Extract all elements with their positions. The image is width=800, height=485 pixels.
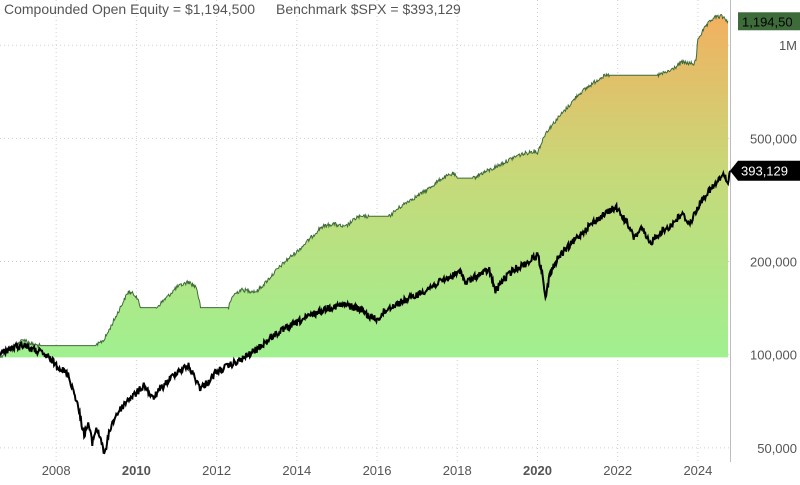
series-lines [0, 13, 731, 455]
x-tick-label: 2008 [42, 463, 71, 478]
equity-area [0, 14, 728, 358]
x-tick-label: 2020 [523, 463, 552, 478]
y-tick-label: 500,000 [750, 131, 797, 146]
equity-header-text: Compounded Open Equity = $1,194,500 [4, 1, 255, 17]
equity-value-badge [738, 12, 800, 31]
x-tick-label: 2014 [282, 463, 311, 478]
value-badges: 1,194,50 393,129 [730, 12, 800, 181]
benchmark-value-label: 393,129 [741, 164, 788, 179]
equity-value-label: 1,194,50 [742, 14, 793, 29]
benchmark-line [0, 169, 731, 455]
x-tick-label: 2018 [443, 463, 472, 478]
equity-line [0, 13, 729, 359]
x-tick-label: 2010 [122, 463, 151, 478]
equity-area-fill [0, 14, 728, 358]
y-tick-label: 100,000 [750, 348, 797, 363]
y-tick-label: 50,000 [757, 441, 797, 456]
benchmark-value-badge [730, 160, 800, 181]
x-tick-label: 2016 [363, 463, 392, 478]
benchmark-header-text: Benchmark $SPX = $393,129 [276, 1, 461, 17]
x-tick-label: 2012 [202, 463, 231, 478]
y-tick-label: 1M [779, 38, 797, 53]
x-tick-label: 2022 [603, 463, 632, 478]
axis-labels: 50,000 100,000 200,000 500,000 1M 2008 2010 201… [42, 38, 797, 478]
y-tick-label: 200,000 [750, 255, 797, 270]
x-tick-label: 2024 [683, 463, 712, 478]
